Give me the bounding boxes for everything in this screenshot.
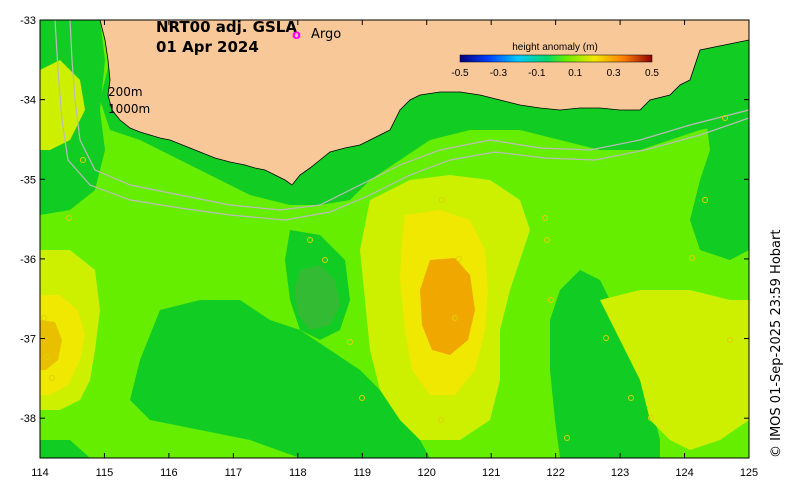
colorbar-tick-label: -0.5 [451,68,469,79]
argo-float [544,237,550,243]
argo-float [66,215,72,221]
argo-floats [41,115,733,441]
colorbar-ticks: -0.5 -0.3 -0.1 0.1 0.3 0.5 [451,68,659,79]
colorbar-tick-label: -0.1 [528,68,546,79]
argo-legend-label: Argo [311,27,341,42]
argo-float [548,297,554,303]
argo-float [438,417,444,423]
argo-float [322,257,328,263]
isobath-200m-label: 200m [108,85,143,99]
orange-core [420,258,475,355]
isobath-1000m [54,20,749,221]
x-tick-label: 124 [675,467,693,479]
orange-west [40,320,62,370]
x-tick-label: 122 [546,467,564,479]
argo-float [80,157,86,163]
dark-green-eddy [295,265,340,330]
x-tick-label: 114 [31,467,49,479]
x-tick-label: 120 [418,467,436,479]
green-region-south-east [550,270,660,458]
x-tick-label: 125 [740,467,758,479]
isobath-1000m-label: 1000m [108,102,150,116]
x-tick-label: 123 [611,467,629,479]
green-region-south-centre [130,300,430,458]
colorbar-tick-label: -0.3 [490,68,508,79]
argo-float [452,315,458,321]
x-tick-label: 121 [482,467,500,479]
x-tick-label: 119 [353,467,371,479]
y-tick-label: -35 [20,174,36,186]
argo-float [456,256,462,262]
y-tick-label: -33 [20,15,36,27]
argo-float [727,337,733,343]
green-region-southwest [40,440,90,458]
argo-float [628,395,634,401]
argo-float [347,339,353,345]
y-tick-label: -36 [20,254,36,266]
y-axis: -33 -34 -35 -36 -37 -38 [20,15,749,425]
y-tick-label: -34 [20,95,36,107]
colorbar-tick-label: 0.1 [568,68,582,79]
y-tick-label: -38 [20,413,36,425]
argo-float [689,255,695,261]
argo-float [439,197,445,203]
x-axis: 114 115 116 117 118 119 120 121 122 123 124 125 [31,20,758,479]
yellow-west [40,295,85,395]
plot-frame [39,19,750,459]
credit-text: © IMOS 01-Sep-2025 23:59 Hobart [769,230,784,458]
map-title-line2: 01 Apr 2024 [156,38,259,56]
anomaly-field [40,20,749,458]
argo-float [41,315,47,321]
argo-float [648,415,654,421]
argo-marker-icon: o [292,28,301,43]
argo-float [49,375,55,381]
yellowgreen-right [600,290,749,450]
x-tick-label: 118 [289,467,307,479]
colorbar-gradient [459,54,653,63]
argo-float [359,395,365,401]
x-tick-label: 115 [96,467,114,479]
isobath-200m [69,20,749,211]
x-tick-label: 116 [160,467,178,479]
colorbar-title: height anomaly (m) [512,42,598,53]
map-title-line1: NRT00 adj. GSLA [156,18,297,36]
y-tick-label: -37 [20,334,36,346]
x-tick-label: 117 [225,467,243,479]
argo-float [702,197,708,203]
colorbar-tick-label: 0.3 [607,68,621,79]
argo-float [603,335,609,341]
argo-float [722,115,728,121]
colorbar-tick-label: 0.5 [645,68,659,79]
argo-float [564,435,570,441]
argo-float [44,354,50,360]
colorbar: height anomaly (m) -0.5 -0.3 -0.1 0.1 0.3 0.5 [451,42,659,79]
argo-float [307,237,313,243]
argo-float [542,215,548,221]
